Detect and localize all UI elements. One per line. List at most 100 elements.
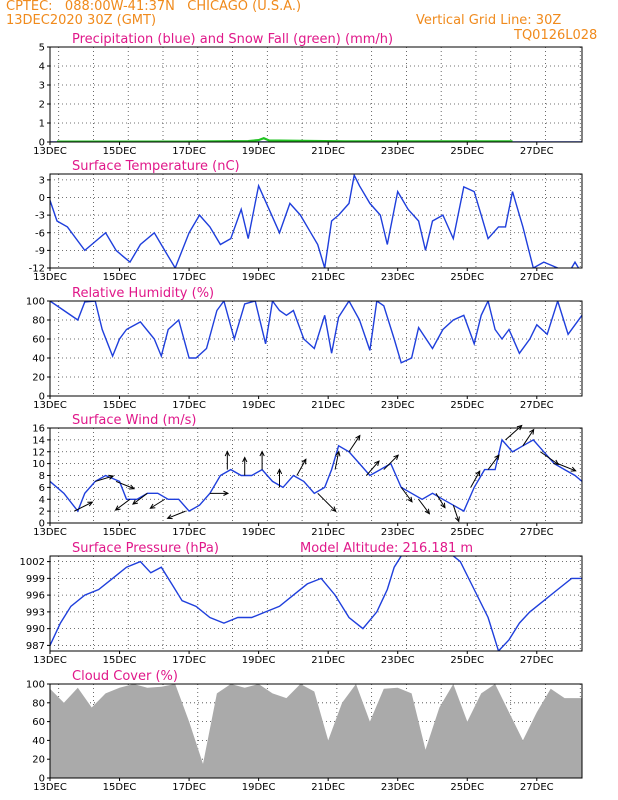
x-tick-label: 15DEC (103, 146, 137, 157)
panel-title: Relative Humidity (%) (72, 286, 214, 301)
y-tick-label: 60 (32, 335, 45, 346)
x-tick-label: 13DEC (33, 400, 67, 411)
x-tick-label: 15DEC (103, 272, 137, 283)
x-tick-label: 21DEC (311, 146, 345, 157)
x-tick-label: 17DEC (172, 782, 206, 793)
x-tick-label: 25DEC (450, 655, 484, 666)
wind-arrow-head (259, 450, 265, 457)
wind-arrow-head (301, 458, 307, 465)
wind-arrow (115, 498, 131, 511)
y-tick-label: 10 (32, 459, 45, 470)
x-tick-label: 19DEC (242, 400, 276, 411)
wind-arrow-head (407, 496, 413, 503)
y-tick-label: 4 (39, 495, 45, 506)
x-tick-label: 21DEC (311, 272, 345, 283)
x-tick-label: 15DEC (103, 400, 137, 411)
y-tick-label: 16 (32, 424, 45, 435)
wind-arrow (348, 435, 361, 453)
wind-arrow-head (276, 468, 283, 475)
series-line (50, 556, 582, 651)
y-tick-label: 0 (39, 392, 45, 403)
x-tick-label: 15DEC (103, 527, 137, 538)
wind-arrow-head (108, 474, 115, 480)
wind-arrow (418, 498, 430, 514)
wind-arrow (74, 501, 93, 512)
y-tick-label: 4 (39, 62, 45, 73)
y-tick-label: 20 (32, 755, 45, 766)
x-tick-label: 13DEC (33, 782, 67, 793)
x-tick-label: 19DEC (242, 272, 276, 283)
x-tick-label: 23DEC (381, 400, 415, 411)
y-tick-label: 3 (39, 81, 45, 92)
x-tick-label: 13DEC (33, 146, 67, 157)
wind-arrow-head (166, 514, 173, 520)
x-tick-label: 13DEC (33, 527, 67, 538)
y-tick-label: 0 (39, 138, 45, 149)
y-tick-label: 8 (39, 471, 45, 482)
y-tick-label: -12 (29, 264, 45, 275)
y-tick-label: 0 (39, 774, 45, 785)
panel-frame (49, 683, 583, 779)
wind-arrow (522, 429, 535, 447)
header-model-code: TQ0126L028 (514, 28, 598, 43)
wind-arrow (167, 510, 186, 519)
x-tick-label: 15DEC (103, 782, 137, 793)
wind-arrow-head (355, 434, 361, 441)
x-tick-label: 25DEC (450, 146, 484, 157)
wind-arrow-head (393, 454, 400, 461)
y-tick-label: 40 (32, 354, 45, 365)
y-tick-label: 0 (39, 193, 45, 204)
panel-frame (49, 173, 583, 269)
y-tick-label: 12 (32, 447, 45, 458)
panel-title: Precipitation (blue) and Snow Fall (gree… (72, 32, 393, 47)
y-tick-label: 2 (39, 507, 45, 518)
x-tick-label: 27DEC (520, 527, 554, 538)
y-tick-label: 996 (26, 591, 45, 602)
panel-frame (49, 300, 583, 397)
x-tick-label: 19DEC (242, 146, 276, 157)
panel-frame (49, 555, 583, 652)
x-tick-label: 27DEC (520, 655, 554, 666)
x-tick-label: 13DEC (33, 272, 67, 283)
panel-subtitle: Model Altitude: 216.181 m (300, 541, 473, 556)
wind-arrow-head (224, 450, 230, 457)
x-tick-label: 17DEC (172, 272, 206, 283)
y-tick-label: -3 (35, 211, 45, 222)
wind-arrow (132, 492, 148, 505)
x-tick-label: 23DEC (381, 527, 415, 538)
wind-arrow-head (87, 501, 94, 507)
x-tick-label: 27DEC (520, 272, 554, 283)
x-tick-label: 19DEC (242, 782, 276, 793)
x-tick-label: 19DEC (242, 527, 276, 538)
y-tick-label: 1002 (20, 557, 45, 568)
y-tick-label: 6 (39, 483, 45, 494)
y-tick-label: 1 (39, 119, 45, 130)
y-tick-label: 80 (32, 316, 45, 327)
wind-arrow-head (335, 450, 341, 457)
x-tick-label: 15DEC (103, 655, 137, 666)
wind-arrow-head (114, 505, 121, 511)
y-tick-label: 999 (26, 574, 45, 585)
panel-title: Surface Temperature (nC) (72, 159, 240, 174)
wind-arrow-head (330, 506, 337, 513)
y-tick-label: 14 (32, 435, 45, 446)
wind-arrow-head (440, 502, 446, 509)
wind-arrow-head (516, 424, 523, 431)
x-tick-label: 25DEC (450, 527, 484, 538)
y-tick-label: 993 (26, 607, 45, 618)
wind-arrow-head (494, 454, 500, 461)
wind-arrow-head (570, 466, 577, 472)
wind-arrow (95, 475, 114, 482)
wind-arrow (317, 492, 337, 512)
wind-arrow-head (223, 490, 230, 496)
wind-arrow-head (475, 470, 481, 477)
wind-arrow (487, 454, 500, 470)
y-tick-label: 40 (32, 736, 45, 747)
wind-arrow-head (374, 460, 380, 467)
y-tick-label: 0 (39, 519, 45, 530)
cloud-cover-area (50, 684, 582, 778)
wind-arrow (435, 493, 446, 508)
